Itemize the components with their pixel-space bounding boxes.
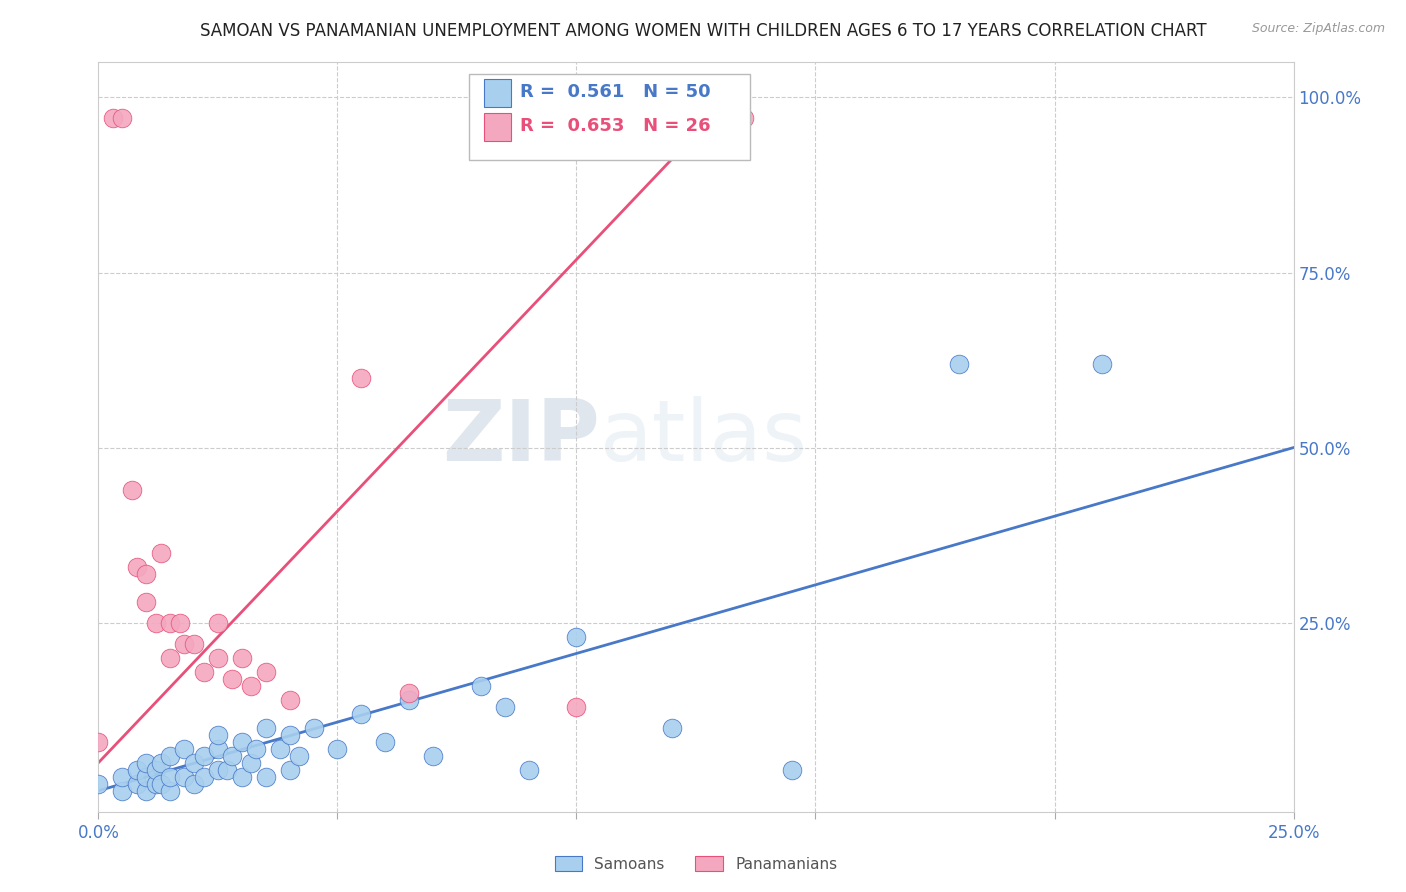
Point [494, 699, 516, 714]
Point [159, 748, 181, 763]
Point [240, 756, 263, 770]
Point [125, 559, 148, 574]
Point [207, 728, 229, 742]
Point [183, 637, 205, 651]
Point [173, 637, 195, 651]
FancyBboxPatch shape [470, 74, 749, 160]
Point [183, 777, 205, 791]
Point [183, 756, 205, 770]
Point [145, 763, 167, 777]
Point [350, 706, 373, 721]
Point [111, 112, 134, 126]
Point [159, 770, 181, 784]
Text: R =  0.561   N = 50: R = 0.561 N = 50 [520, 84, 711, 102]
Point [517, 763, 540, 777]
Point [288, 748, 311, 763]
Point [350, 370, 373, 384]
Point [207, 741, 229, 756]
Point [173, 770, 195, 784]
Point [121, 483, 143, 497]
Point [326, 741, 349, 756]
Point [87, 734, 110, 748]
Point [149, 756, 172, 770]
Point [193, 770, 215, 784]
Point [254, 770, 277, 784]
Point [254, 721, 277, 735]
Text: SAMOAN VS PANAMANIAN UNEMPLOYMENT AMONG WOMEN WITH CHILDREN AGES 6 TO 17 YEARS C: SAMOAN VS PANAMANIAN UNEMPLOYMENT AMONG … [200, 22, 1206, 40]
Point [149, 777, 172, 791]
Point [135, 770, 157, 784]
Text: atlas: atlas [600, 395, 808, 479]
Point [193, 748, 215, 763]
Point [1091, 357, 1114, 371]
Point [422, 748, 444, 763]
Text: R =  0.653   N = 26: R = 0.653 N = 26 [520, 117, 711, 135]
Point [240, 679, 263, 693]
Point [135, 783, 157, 797]
Point [231, 770, 253, 784]
Point [193, 665, 215, 679]
Point [87, 777, 110, 791]
Point [207, 615, 229, 630]
Point [145, 615, 167, 630]
Point [398, 692, 420, 706]
Point [173, 741, 195, 756]
Point [135, 594, 157, 608]
Point [254, 665, 277, 679]
Point [125, 777, 148, 791]
Point [169, 615, 191, 630]
Point [111, 770, 134, 784]
Point [948, 357, 970, 371]
Point [111, 783, 134, 797]
Point [207, 650, 229, 665]
Point [374, 734, 396, 748]
Point [565, 699, 588, 714]
Point [149, 546, 172, 560]
Point [278, 763, 301, 777]
Point [135, 566, 157, 581]
Point [269, 741, 291, 756]
Point [159, 650, 181, 665]
Point [159, 615, 181, 630]
Point [231, 734, 253, 748]
Point [661, 721, 683, 735]
Point [278, 692, 301, 706]
Point [302, 721, 325, 735]
Point [780, 763, 803, 777]
Point [245, 741, 267, 756]
Point [217, 763, 239, 777]
Point [278, 728, 301, 742]
Text: Source: ZipAtlas.com: Source: ZipAtlas.com [1251, 22, 1385, 36]
Point [231, 650, 253, 665]
Point [101, 112, 124, 126]
Point [733, 112, 755, 126]
Point [125, 763, 148, 777]
Point [207, 763, 229, 777]
FancyBboxPatch shape [485, 78, 510, 107]
FancyBboxPatch shape [485, 112, 510, 141]
Point [159, 783, 181, 797]
Point [135, 756, 157, 770]
Legend: Samoans, Panamanians: Samoans, Panamanians [555, 855, 837, 871]
Text: ZIP: ZIP [443, 395, 600, 479]
Point [145, 777, 167, 791]
Point [565, 630, 588, 644]
Point [470, 679, 492, 693]
Point [221, 748, 243, 763]
Point [398, 686, 420, 700]
Point [221, 672, 243, 686]
